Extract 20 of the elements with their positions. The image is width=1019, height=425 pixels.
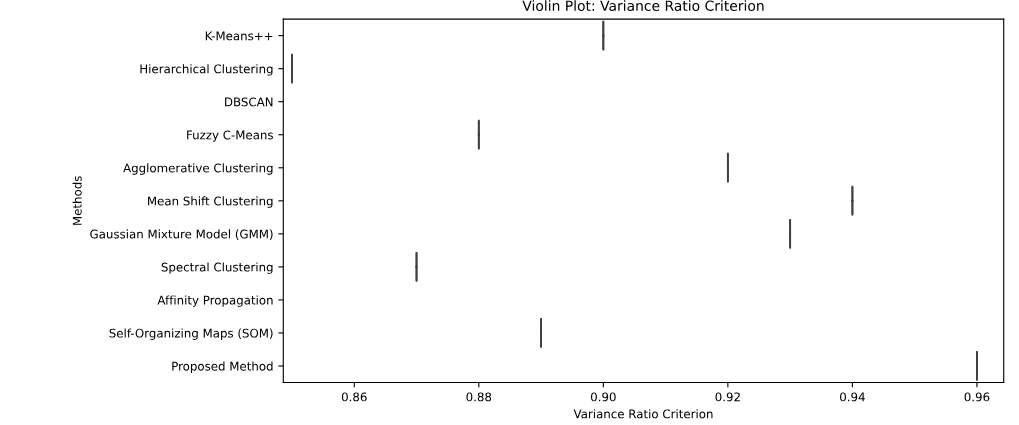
chart-title: Violin Plot: Variance Ratio Criterion <box>522 0 764 11</box>
y-tick-label: Fuzzy C-Means <box>187 130 273 142</box>
y-tick-label: Gaussian Mixture Model (GMM) <box>90 229 273 240</box>
x-tick-label: 0.96 <box>964 392 990 402</box>
y-tick-label: DBSCAN <box>225 97 273 107</box>
y-tick-label: Proposed Method <box>172 361 273 373</box>
y-tick-label: Spectral Clustering <box>161 262 273 274</box>
y-tick-label: K-Means++ <box>205 31 273 41</box>
x-axis-title: Variance Ratio Criterion <box>573 409 713 419</box>
x-tick-label: 0.86 <box>341 392 367 402</box>
x-tick-label: 0.90 <box>590 392 616 402</box>
x-tick-label: 0.92 <box>715 392 740 402</box>
y-tick-label: Agglomerative Clustering <box>123 163 273 175</box>
y-tick-label: Mean Shift Clustering <box>148 196 273 208</box>
y-tick-label: Self-Organizing Maps (SOM) <box>109 328 273 340</box>
x-tick-label: 0.94 <box>840 392 865 402</box>
x-tick-label: 0.88 <box>466 392 492 402</box>
y-tick-label: Hierarchical Clustering <box>140 64 273 76</box>
y-axis-title: Methods <box>72 176 82 225</box>
y-tick-label: Affinity Propagation <box>157 295 273 307</box>
